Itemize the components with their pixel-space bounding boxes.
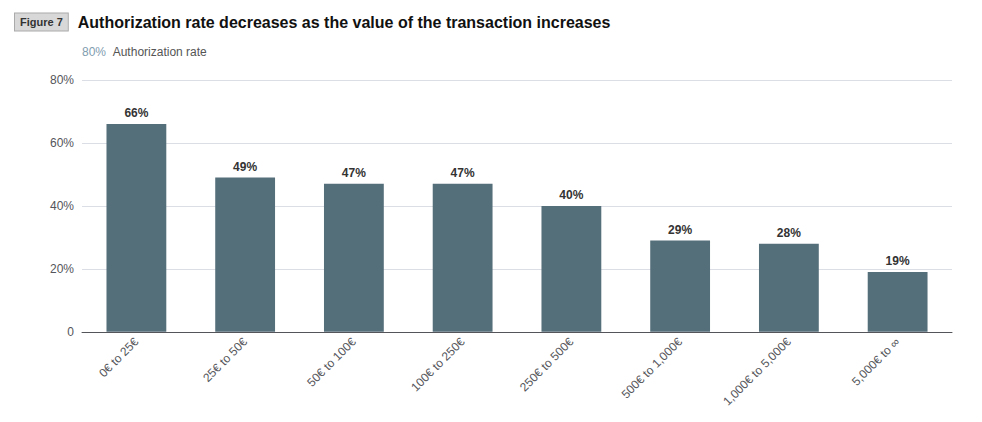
svg-text:40%: 40%	[559, 188, 583, 202]
svg-text:Figure 7: Figure 7	[20, 16, 63, 28]
svg-text:66%: 66%	[124, 106, 148, 120]
svg-text:25€ to 50€: 25€ to 50€	[200, 335, 250, 385]
svg-text:100€ to 250€: 100€ to 250€	[408, 335, 468, 395]
svg-text:0: 0	[67, 325, 74, 339]
svg-text:1,000€ to 5,000€: 1,000€ to 5,000€	[720, 335, 794, 409]
svg-text:250€ to 500€: 250€ to 500€	[517, 335, 577, 395]
svg-text:80%: 80%	[50, 73, 74, 87]
svg-text:500€ to 1,000€: 500€ to 1,000€	[619, 335, 686, 402]
svg-text:47%: 47%	[451, 166, 475, 180]
svg-text:29%: 29%	[668, 223, 692, 237]
svg-text:0€ to 25€: 0€ to 25€	[96, 335, 141, 380]
svg-text:40%: 40%	[50, 199, 74, 213]
svg-text:47%: 47%	[342, 166, 366, 180]
svg-text:19%: 19%	[886, 254, 910, 268]
svg-text:49%: 49%	[233, 160, 257, 174]
svg-text:Authorization rate: Authorization rate	[113, 45, 207, 59]
svg-text:Authorization rate decreases a: Authorization rate decreases as the valu…	[78, 14, 611, 31]
svg-text:60%: 60%	[50, 136, 74, 150]
svg-text:50€ to 100€: 50€ to 100€	[304, 335, 359, 390]
svg-text:28%: 28%	[777, 226, 801, 240]
svg-text:20%: 20%	[50, 262, 74, 276]
svg-text:5,000€ to ∞: 5,000€ to ∞	[849, 335, 903, 389]
svg-text:80%: 80%	[82, 45, 106, 59]
